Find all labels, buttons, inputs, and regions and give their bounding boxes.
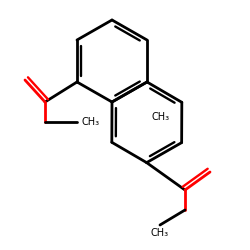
Text: CH₃: CH₃ [81, 117, 99, 127]
Text: CH₃: CH₃ [152, 112, 170, 122]
Text: CH₃: CH₃ [151, 228, 169, 238]
